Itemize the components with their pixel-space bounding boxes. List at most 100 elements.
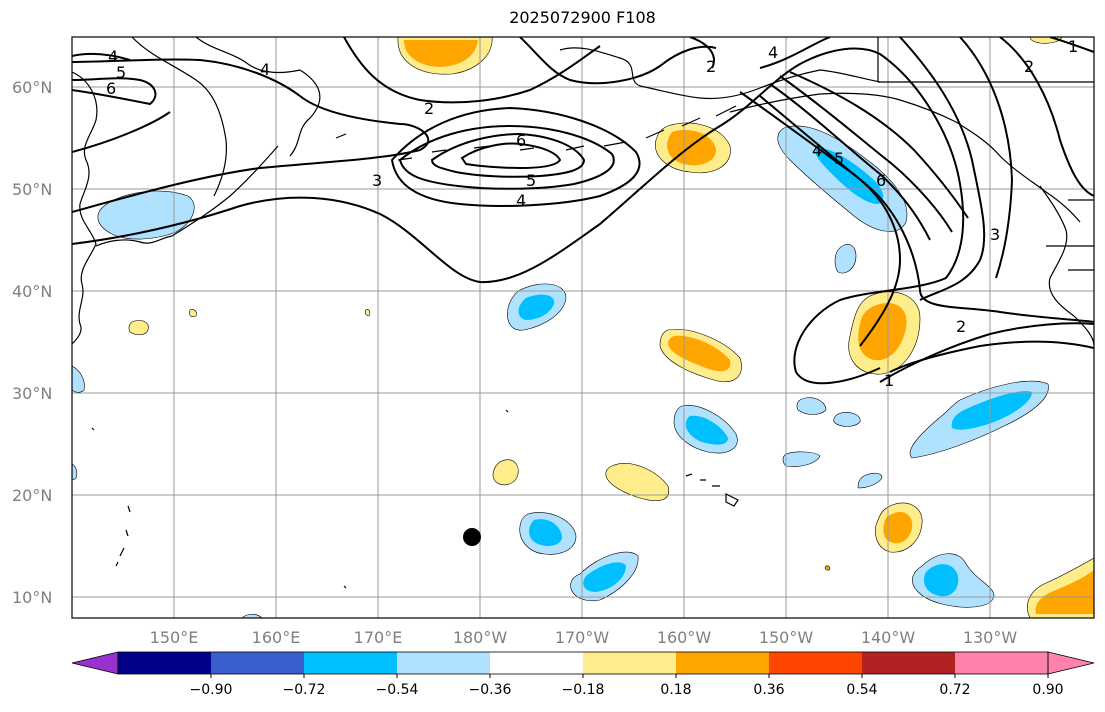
colorbar-segment (304, 652, 398, 674)
contour-label: 2 (1024, 57, 1034, 76)
contour-line (739, 91, 902, 347)
contour-line (72, 47, 965, 385)
shade-positive (1035, 570, 1094, 614)
colorbar-segment (211, 652, 305, 674)
lon-label: 160°E (252, 628, 301, 647)
contour-line (759, 37, 831, 69)
aleutian-chain (335, 105, 737, 161)
contour-label: 4 (812, 141, 822, 160)
colorbar-segment (490, 652, 584, 674)
shade-positive (605, 463, 670, 501)
contour-label: 4 (516, 191, 526, 210)
shade-negative (518, 294, 555, 320)
colorbar-tick-label: −0.18 (562, 682, 605, 698)
map-title: 2025072900 F108 (509, 8, 656, 27)
contour-line (430, 132, 586, 178)
contour-label: 5 (834, 149, 844, 168)
contour-line (72, 77, 157, 106)
contour-label: 3 (990, 225, 1000, 244)
colorbar-segments (118, 652, 1049, 674)
lat-lon-grid (72, 37, 1094, 618)
shade-positive (189, 309, 197, 318)
shade-negative (796, 397, 827, 415)
colorbar-tick-label: 0.90 (1032, 682, 1063, 698)
colorbar-segment (955, 652, 1049, 674)
contour-label: 2 (956, 317, 966, 336)
lon-label: 170°E (354, 628, 403, 647)
hawaii-islands (685, 473, 739, 507)
colorbar-tick-label: −0.54 (376, 682, 419, 698)
shade-negative (685, 415, 728, 445)
contour-line (460, 142, 562, 170)
colorbar-segment (862, 652, 956, 674)
contour-line (889, 340, 1094, 373)
colorbar-segment (397, 652, 491, 674)
shade-positive (364, 309, 371, 317)
contour-line (959, 37, 1014, 279)
atoll (91, 409, 509, 589)
contour-line (769, 83, 931, 241)
contour-line (398, 124, 615, 190)
siberia-coast (195, 37, 301, 74)
colorbar-tick-label: 0.36 (753, 682, 784, 698)
shade-negative (833, 412, 861, 427)
colorbar-tick-label: 0.54 (846, 682, 877, 698)
japan-coast (95, 235, 173, 247)
latitude-labels: 60°N 50°N 40°N 30°N 20°N 10°N (12, 78, 52, 607)
colorbar-tick-label: −0.72 (283, 682, 326, 698)
anomaly-shading (72, 37, 1094, 618)
colorbar-tick-label: 0.18 (660, 682, 691, 698)
contour-line (390, 106, 641, 207)
shade-negative (583, 562, 626, 592)
colorbar-segment (118, 652, 212, 674)
contour-line (779, 75, 953, 233)
lon-label: 160°W (657, 628, 712, 647)
height-contours (72, 37, 1094, 385)
contour-line (519, 37, 717, 85)
colorbar-extend-high (1047, 651, 1095, 675)
contour-labels: 4 5 6 4 2 2 6 5 4 3 4 2 1 2 4 5 6 3 2 1 (106, 37, 1078, 390)
colorbar-tick-label: 0.72 (939, 682, 970, 698)
lat-label: 30°N (12, 384, 52, 403)
contour-line (72, 52, 131, 61)
shade-positive (858, 302, 907, 361)
shade-negative (951, 391, 1032, 430)
contour-line (879, 322, 1094, 383)
lat-label: 10°N (12, 588, 52, 607)
lon-label: 150°W (759, 628, 814, 647)
contour-line (1049, 37, 1094, 53)
contour-line (899, 37, 986, 301)
colorbar-tick-label: −0.90 (190, 682, 233, 698)
shade-negative (815, 148, 884, 204)
colorbar-ticks: −0.90 −0.72 −0.54 −0.36 −0.18 0.18 0.36 0.54 0.7… (190, 674, 1064, 698)
alaska-south-coast (729, 92, 1081, 223)
asia-coast (72, 71, 98, 345)
lon-label: 140°W (861, 628, 916, 647)
shade-negative (72, 365, 85, 393)
lon-label: 170°W (555, 628, 610, 647)
contour-line (999, 37, 1094, 197)
kuril-islands (171, 145, 279, 237)
longitude-labels: 150°E 160°E 170°E 180°W 170°W 160°W 150°… (150, 628, 1018, 647)
shade-negative (834, 244, 857, 274)
contour-line (789, 71, 969, 219)
contour-label: 2 (424, 99, 434, 118)
contour-line (72, 111, 171, 153)
shade-negative (857, 472, 883, 489)
contour-label: 1 (1068, 37, 1078, 56)
bering-coast (289, 69, 321, 157)
contour-line (343, 37, 601, 104)
shade-positive (824, 565, 831, 571)
shade-negative (923, 564, 959, 597)
shade-negative (529, 519, 562, 546)
lon-label: 150°E (150, 628, 199, 647)
contour-line (759, 95, 1094, 323)
shade-negative (72, 463, 78, 480)
contour-label: 1 (884, 371, 894, 390)
contour-line (689, 37, 715, 69)
coastlines (72, 37, 1094, 589)
contour-label: 4 (108, 47, 118, 66)
lon-label: 180°W (453, 628, 508, 647)
shade-positive (667, 130, 716, 166)
